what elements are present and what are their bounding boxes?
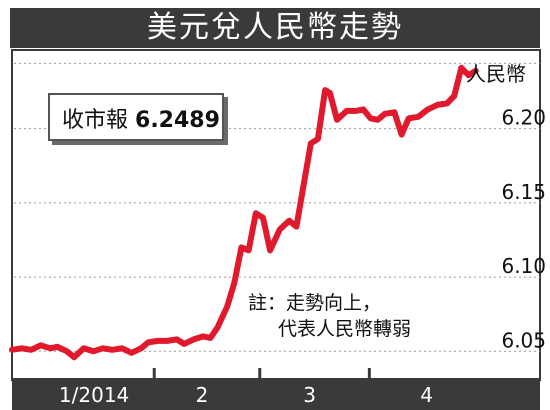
x-tick-label: 4 [420, 383, 433, 407]
y-tick-label: 6.15 [501, 180, 546, 204]
close-price-box: 收市報 6.2489 [48, 93, 224, 141]
y-tick-label: 6.10 [501, 254, 546, 278]
y-tick-label: 6.05 [501, 328, 546, 352]
y-axis-label: 人民幣 [466, 62, 526, 86]
chart-title: 美元兌人民幣走勢 [147, 10, 403, 45]
title-bar: 美元兌人民幣走勢 [10, 8, 540, 48]
close-price-label: 收市報 [62, 108, 129, 133]
x-tick-label: 2 [196, 383, 209, 407]
note-line-2: 代表人民幣轉弱 [278, 318, 412, 340]
series-layer [9, 64, 479, 361]
x-tick-label: 3 [303, 383, 316, 407]
x-tick-labels: 1/2014 2 3 4 [59, 368, 433, 407]
y-tick-labels: 6.05 6.10 6.15 6.20 [501, 106, 546, 353]
note-line-1: 註：走勢向上， [248, 292, 382, 314]
series-line [9, 64, 479, 361]
y-tick-label: 6.20 [501, 106, 546, 130]
close-price-value: 6.2489 [135, 108, 220, 133]
x-axis-band [12, 378, 540, 410]
close-price-text: 收市報 6.2489 [62, 102, 220, 134]
x-tick-label: 1/2014 [59, 383, 129, 407]
